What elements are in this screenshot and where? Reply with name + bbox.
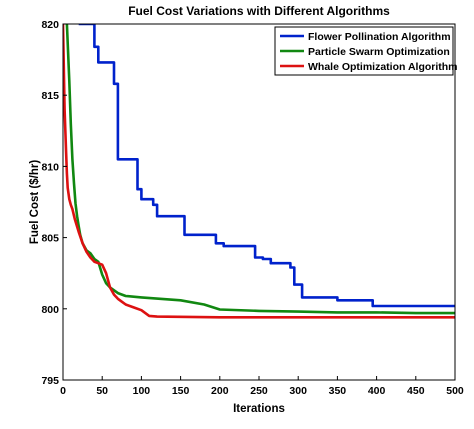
x-tick-label: 250 [250, 385, 268, 397]
x-tick-label: 400 [368, 385, 386, 397]
x-axis-ticks: 0 50 100 150 200 250 300 350 400 450 500 [60, 376, 464, 397]
y-tick-label: 810 [41, 161, 59, 173]
x-tick-label: 150 [172, 385, 190, 397]
y-tick-label: 815 [41, 90, 59, 102]
series-line-3 [63, 24, 455, 319]
series-line-1 [78, 24, 455, 308]
x-tick-label: 350 [329, 385, 347, 397]
legend-box [274, 26, 454, 76]
legend-label-2: Particle Swarm Optimization [308, 46, 450, 58]
legend-label-1: Flower Pollination Algorithm [308, 31, 451, 43]
series-line-2 [65, 24, 455, 315]
y-tick-label: 800 [41, 304, 59, 316]
legend: Flower Pollination Algorithm Particle Swa… [274, 26, 458, 76]
y-tick-label: 820 [41, 19, 59, 31]
series-group [63, 24, 455, 319]
y-tick-label: 795 [41, 375, 59, 387]
x-tick-label: 450 [407, 385, 425, 397]
x-tick-label: 50 [96, 385, 108, 397]
x-tick-label: 0 [60, 385, 66, 397]
y-axis-ticks: 795 800 805 810 815 820 [41, 19, 67, 387]
x-tick-label: 100 [133, 385, 151, 397]
x-tick-label: 200 [211, 385, 229, 397]
legend-label-3: Whale Optimization Algorithm [308, 61, 458, 73]
y-axis-label: Fuel Cost ($/hr) [29, 160, 41, 245]
x-axis-label: Iterations [233, 403, 285, 415]
chart-title: Fuel Cost Variations with Different Algo… [128, 4, 390, 18]
y-tick-label: 805 [41, 233, 59, 245]
plot-area [63, 24, 455, 380]
x-tick-label: 500 [446, 385, 464, 397]
x-tick-label: 300 [289, 385, 307, 397]
